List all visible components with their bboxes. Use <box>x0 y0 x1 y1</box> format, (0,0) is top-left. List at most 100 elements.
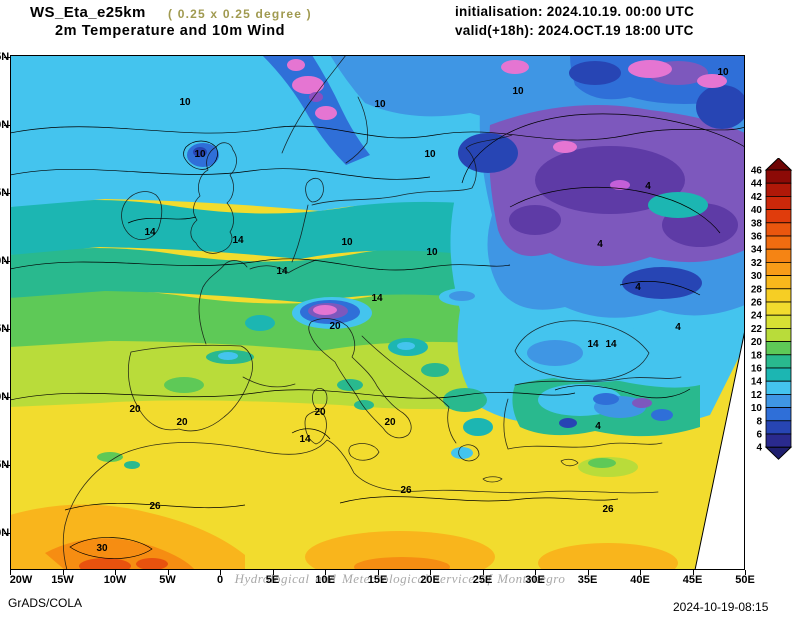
colorbar-segment <box>765 367 792 382</box>
lat-label: 60N <box>0 119 10 131</box>
model-name: WS_Eta_e25km <box>30 4 146 21</box>
contour-label: 20 <box>314 407 326 418</box>
contour-label: 10 <box>426 247 438 258</box>
contour-label: 10 <box>374 99 386 110</box>
colorbar-segment <box>765 235 792 250</box>
colorbar-segment <box>765 420 792 435</box>
colorbar-value: 10 <box>751 403 763 414</box>
contour-label: 14 <box>144 227 156 238</box>
valid-time: valid(+18h): 2024.OCT.19 18:00 UTC <box>455 23 694 38</box>
contour-label: 20 <box>329 321 341 332</box>
colorbar-value: 22 <box>751 324 763 335</box>
initialisation-time: initialisation: 2024.10.19. 00:00 UTC <box>455 4 695 19</box>
field-title: 2m Temperature and 10m Wind <box>55 23 286 39</box>
contour-label: 10 <box>424 149 436 160</box>
contour-label: 4 <box>675 322 681 333</box>
colorbar-value: 4 <box>756 443 762 454</box>
colorbar-value: 12 <box>751 390 763 401</box>
watermark: Hydrological and Meteorological service … <box>234 571 566 586</box>
grads-credit: GrADS/COLA <box>8 596 83 610</box>
colorbar-value: 16 <box>751 364 763 375</box>
colorbar-value: 28 <box>751 284 763 295</box>
colorbar: 46 44 42 40 38 36 34 32 30 28 26 24 22 20 18 16 14 12 10 8 6… <box>740 157 796 464</box>
colorbar-segment <box>765 182 792 197</box>
coastlines <box>62 55 682 570</box>
contour-label: 20 <box>176 417 188 428</box>
colorbar-value: 32 <box>751 258 763 269</box>
colorbar-segment <box>765 380 792 395</box>
contour-label: 10 <box>179 97 191 108</box>
colorbar-segment <box>765 407 792 422</box>
contour-label: 30 <box>96 543 108 554</box>
lon-tick <box>10 570 11 575</box>
contour-label: 26 <box>149 501 161 512</box>
lat-label: 50N <box>0 255 10 267</box>
contour-label: 14 <box>299 434 311 445</box>
colorbar-top-cap <box>764 157 793 171</box>
contour-label: 4 <box>635 282 641 293</box>
contour-label: 14 <box>232 235 244 246</box>
contour-label: 26 <box>400 485 412 496</box>
colorbar-segment <box>765 262 792 277</box>
lat-label: 45N <box>0 323 10 335</box>
colorbar-segment <box>765 196 792 211</box>
lon-label: 20W <box>9 574 33 586</box>
lat-label: 55N <box>0 187 10 199</box>
colorbar-value: 14 <box>751 377 763 388</box>
map-area: 10 10 10 10 10 10 10 10 4 4 4 4 4 14 14 14 14 14 14 14 20 20 2… <box>10 55 745 570</box>
map-svg <box>10 55 745 570</box>
creation-timestamp: 2024-10-19-08:15 <box>673 600 769 614</box>
colorbar-segment <box>765 248 792 263</box>
contour-label: 20 <box>384 417 396 428</box>
contour-labels-layer: 10 10 10 10 10 10 10 10 4 4 4 4 4 14 14 14 14 14 14 14 20 20 2… <box>10 55 745 570</box>
colorbar-value: 8 <box>756 416 762 427</box>
colorbar-bottom-cap <box>764 446 793 460</box>
colorbar-segment <box>765 341 792 356</box>
colorbar-value: 24 <box>751 311 763 322</box>
colorbar-segment <box>765 301 792 316</box>
contour-lines <box>10 113 745 559</box>
lat-label: 65N <box>0 51 10 63</box>
contour-label: 4 <box>597 239 603 250</box>
lat-label: 30N <box>0 527 10 539</box>
colorbar-segment <box>765 433 792 448</box>
colorbar-value: 44 <box>751 179 763 190</box>
lat-label: 40N <box>0 391 10 403</box>
colorbar-value: 36 <box>751 232 763 243</box>
contour-label: 14 <box>371 293 383 304</box>
colorbar-segment <box>765 314 792 329</box>
colorbar-value: 18 <box>751 350 763 361</box>
domain-boundary-line <box>694 329 745 570</box>
colorbar-segment <box>765 169 792 184</box>
contour-label: 14 <box>587 339 599 350</box>
colorbar-value: 42 <box>751 192 763 203</box>
colorbar-value: 34 <box>751 245 763 256</box>
contour-label: 10 <box>717 67 729 78</box>
colorbar-value: 26 <box>751 298 763 309</box>
contour-label: 10 <box>194 149 206 160</box>
lat-label: 35N <box>0 459 10 471</box>
contour-label: 10 <box>512 86 524 97</box>
grid-resolution: ( 0.25 x 0.25 degree ) <box>168 7 312 21</box>
contour-label: 20 <box>129 404 141 415</box>
colorbar-value: 30 <box>751 271 763 282</box>
colorbar-value: 40 <box>751 205 763 216</box>
colorbar-segment <box>765 222 792 237</box>
contour-label: 26 <box>602 504 614 515</box>
colorbar-value: 20 <box>751 337 763 348</box>
colorbar-value: 6 <box>756 430 762 441</box>
colorbar-segment <box>765 393 792 408</box>
colorbar-segment <box>765 288 792 303</box>
contour-label: 4 <box>595 421 601 432</box>
colorbar-svg: 46 44 42 40 38 36 34 32 30 28 26 24 22 20 18 16 14 12 10 8 6… <box>751 157 793 460</box>
contour-label: 4 <box>645 181 651 192</box>
colorbar-segment <box>765 209 792 224</box>
map-border <box>10 55 745 570</box>
colorbar-value: 38 <box>751 218 763 229</box>
contour-label: 10 <box>341 237 353 248</box>
contour-label: 14 <box>605 339 617 350</box>
colorbar-segment <box>765 354 792 369</box>
colorbar-value: 46 <box>751 166 763 177</box>
colorbar-segment <box>765 327 792 342</box>
